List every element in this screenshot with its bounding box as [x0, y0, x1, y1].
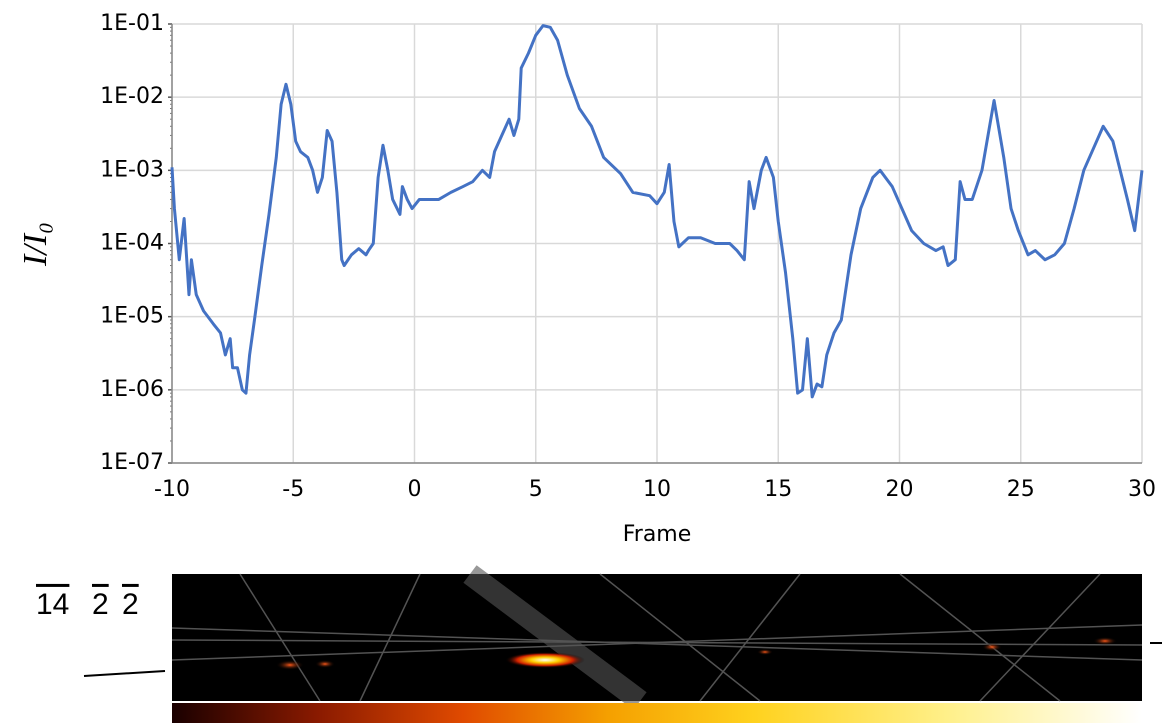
y-axis-title: I/I₀: [17, 222, 54, 267]
y-tick-label: 1E-05: [100, 304, 164, 329]
axes: -10 -5 0 5 10 15 20 25 30 1E-07 1E-06 1E-05 1E-04 1E-…: [100, 11, 1156, 502]
image-background: [172, 574, 1142, 701]
x-tick-label: 15: [764, 477, 792, 502]
x-tick-label: 10: [643, 477, 671, 502]
y-tick-label: 1E-03: [100, 157, 164, 182]
image-streaks: [171, 573, 1143, 702]
reflection-label: 14 2 2: [36, 588, 139, 621]
colorbar: [172, 703, 1142, 723]
x-tick-label: 0: [408, 477, 422, 502]
y-tick-label: 1E-07: [100, 450, 164, 475]
x-tick-label: 25: [1007, 477, 1035, 502]
y-tick-label: 1E-04: [100, 231, 164, 256]
x-axis-title: Frame: [623, 522, 692, 547]
y-tick-label: 1E-06: [100, 377, 164, 402]
index: 2: [92, 588, 109, 621]
x-tick-label: -5: [282, 477, 304, 502]
x-tick-label: 30: [1128, 477, 1156, 502]
x-tick-label: 20: [886, 477, 914, 502]
x-tick-label: -10: [154, 477, 190, 502]
data-line: [170, 24, 1144, 399]
index: 14: [36, 588, 69, 621]
y-tick-label: 1E-01: [100, 11, 164, 36]
index: 2: [122, 588, 139, 621]
y-tick-label: 1E-02: [100, 84, 164, 109]
x-tick-label: 5: [529, 477, 543, 502]
diffraction-image: [83, 565, 1162, 723]
